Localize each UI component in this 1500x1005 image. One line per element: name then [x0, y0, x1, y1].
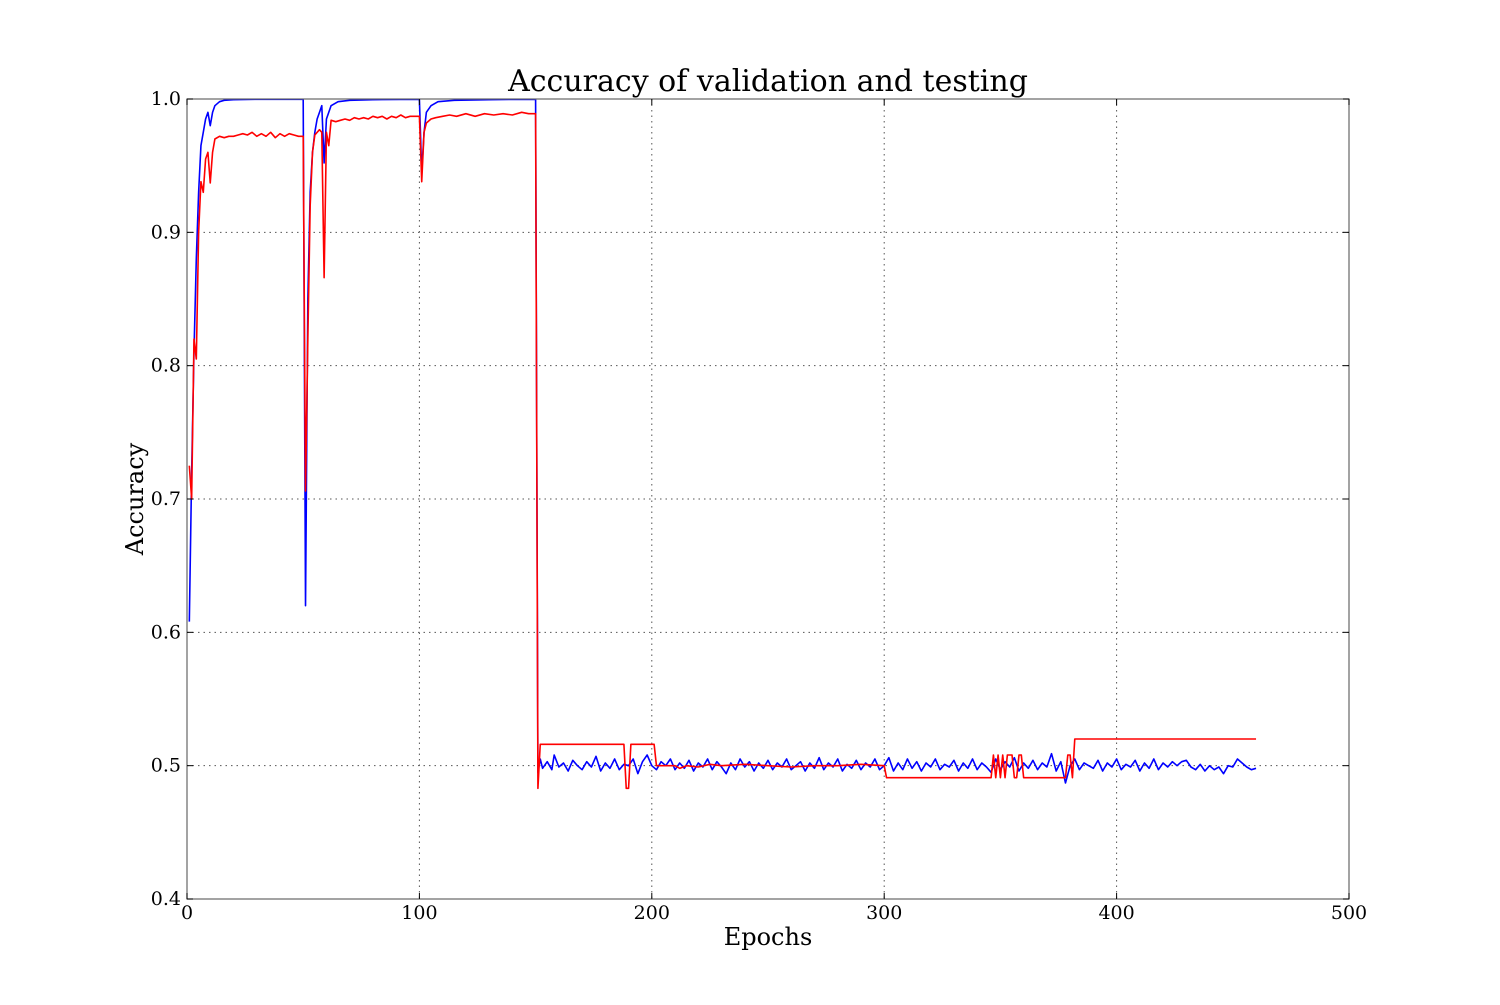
x-tick-label: 300: [866, 902, 902, 924]
tick-layer: 0 100 200 300 400 500 0.4 0.5 0.6 0.7 0.8 0.9 1.0: [151, 88, 1367, 924]
y-tick-label: 0.8: [151, 355, 181, 377]
y-tick-label: 0.9: [151, 221, 181, 243]
x-tick-label: 0: [181, 902, 193, 924]
y-tick-label: 1.0: [151, 88, 181, 110]
y-axis-label: Accuracy: [121, 442, 149, 556]
y-tick-label: 0.7: [151, 488, 181, 510]
plot-frame: [186, 98, 1350, 900]
grid-layer: [187, 99, 1349, 899]
series-line-2: [188, 111, 1257, 790]
x-tick-label: 100: [401, 902, 437, 924]
series-layer: [188, 98, 1257, 790]
chart-title: Accuracy of validation and testing: [507, 64, 1028, 99]
y-tick-label: 0.4: [151, 888, 181, 910]
x-tick-label: 200: [634, 902, 670, 924]
y-tick-label: 0.5: [151, 755, 181, 777]
x-tick-label: 400: [1098, 902, 1134, 924]
series-line-1: [188, 98, 1257, 784]
y-tick-label: 0.6: [151, 621, 181, 643]
x-tick-label: 500: [1331, 902, 1367, 924]
x-axis-label: Epochs: [724, 923, 813, 951]
